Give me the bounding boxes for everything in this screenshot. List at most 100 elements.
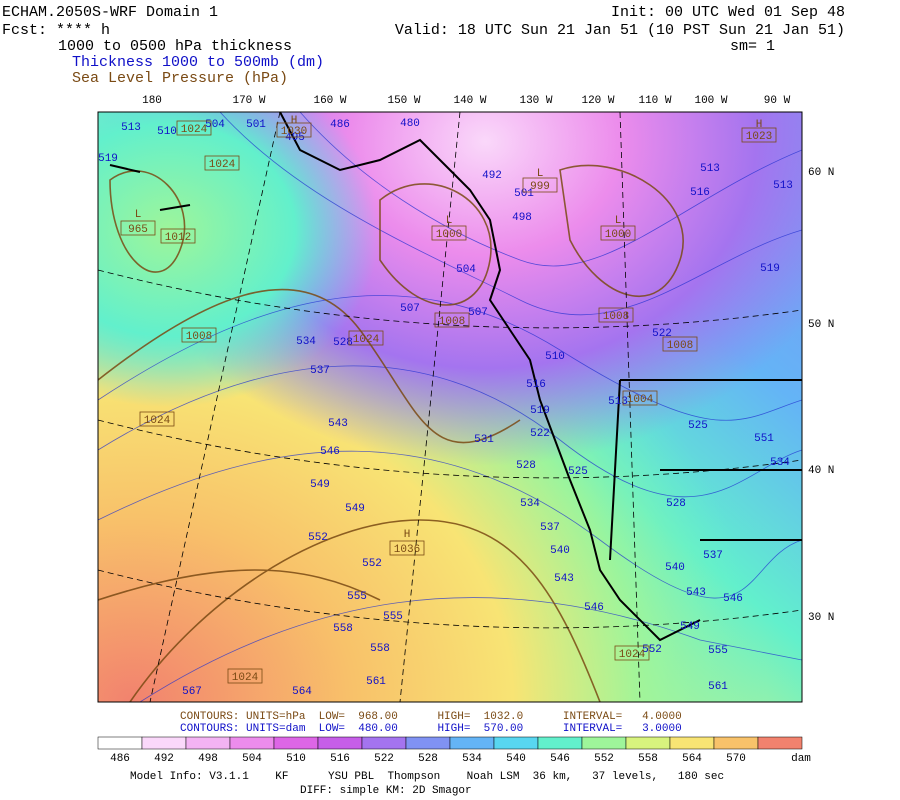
colorbar-swatch xyxy=(317,736,363,750)
longitude-label: 120 W xyxy=(581,95,614,107)
pressure-contour-label: 1000 xyxy=(436,229,462,241)
colorbar-swatch xyxy=(757,736,803,750)
colorbar-swatch xyxy=(97,736,143,750)
longitude-label: 130 W xyxy=(519,95,552,107)
thickness-contour-label: 555 xyxy=(708,645,728,657)
colorbar-label: 498 xyxy=(198,753,218,765)
colorbar-swatch xyxy=(625,736,671,750)
longitude-label: 170 W xyxy=(232,95,265,107)
colorbar-label: 546 xyxy=(550,753,570,765)
slp-legend: Sea Level Pressure (hPa) xyxy=(72,70,288,87)
pressure-contour-label: 1024 xyxy=(353,334,380,346)
colorbar-label: 534 xyxy=(462,753,482,765)
pressure-center: H xyxy=(291,115,298,127)
pressure-contour-label: 1024 xyxy=(181,124,208,136)
thickness-contour-label: 522 xyxy=(652,328,672,340)
pressure-center: L xyxy=(135,209,142,221)
colorbar-label: 516 xyxy=(330,753,350,765)
thickness-contour-label: 519 xyxy=(530,405,550,417)
colorbar-label: 528 xyxy=(418,753,438,765)
colorbar-swatch xyxy=(669,736,715,750)
thickness-contour-label: 558 xyxy=(333,623,353,635)
colorbar-label: 504 xyxy=(242,753,262,765)
pressure-label-box xyxy=(348,330,384,346)
slp-contour-info: CONTOURS: UNITS=hPa LOW= 968.00 HIGH= 10… xyxy=(180,711,682,723)
thickness-contour-label: 486 xyxy=(330,119,350,131)
thickness-contour-label: 537 xyxy=(540,522,560,534)
forecast-hour: Fcst: **** h xyxy=(2,22,110,39)
thickness-contour-label: 549 xyxy=(310,479,330,491)
colorbar-label: 492 xyxy=(154,753,174,765)
pressure-label-box xyxy=(160,228,196,244)
pressure-label-box xyxy=(389,540,425,556)
colorbar-swatch xyxy=(493,736,539,750)
colorbar-label: 552 xyxy=(594,753,614,765)
pressure-label-box xyxy=(741,127,777,143)
pressure-contour-label: 999 xyxy=(530,181,550,193)
pressure-contour-label: 1036 xyxy=(394,544,420,556)
colorbar-label: 486 xyxy=(110,753,130,765)
thickness-legend: Thickness 1000 to 500mb (dm) xyxy=(72,54,324,71)
colorbar-swatch xyxy=(141,736,187,750)
pressure-label-box xyxy=(120,220,156,236)
thickness-contour-label: 534 xyxy=(520,498,540,510)
pressure-center: H xyxy=(756,119,763,131)
colorbar-swatch xyxy=(405,736,451,750)
longitude-label: 140 W xyxy=(453,95,486,107)
thickness-contour-label: 546 xyxy=(584,602,604,614)
thickness-contour-label: 504 xyxy=(205,119,225,131)
thickness-contour-label: 522 xyxy=(530,428,550,440)
pressure-contour-label: 1008 xyxy=(186,331,212,343)
model-info: Model Info: V3.1.1 KF YSU PBL Thompson N… xyxy=(130,771,724,783)
pressure-contour-label: 1000 xyxy=(605,229,631,241)
thickness-contour-label: 549 xyxy=(680,621,700,633)
thickness-contour-label: 513 xyxy=(700,163,720,175)
colorbar-unit: dam xyxy=(791,753,811,765)
thickness-contour-label: 504 xyxy=(456,264,476,276)
thickness-contour-label: 537 xyxy=(703,550,723,562)
pressure-center: L xyxy=(537,168,544,180)
colorbar-swatch xyxy=(361,736,407,750)
pressure-label-box xyxy=(622,390,658,406)
thickness-contour-label: 534 xyxy=(770,457,790,469)
pressure-center: L xyxy=(615,215,622,227)
thickness-contour-label: 561 xyxy=(366,676,386,688)
thickness-contour-label: 513 xyxy=(121,122,141,134)
thickness-contour-label: 501 xyxy=(514,188,534,200)
colorbar-label: 540 xyxy=(506,753,526,765)
pressure-label-box xyxy=(276,122,312,138)
init-time: Init: 00 UTC Wed 01 Sep 48 xyxy=(611,4,845,21)
colorbar-swatch xyxy=(537,736,583,750)
colorbar-label: 564 xyxy=(682,753,702,765)
pressure-label-box xyxy=(227,668,263,684)
pressure-contour-label: 1008 xyxy=(439,316,465,328)
pressure-label-box xyxy=(181,327,217,343)
thickness-contour-label: 516 xyxy=(526,379,546,391)
longitude-label: 160 W xyxy=(313,95,346,107)
pressure-contour-label: 1024 xyxy=(209,159,236,171)
thickness-contour-label: 551 xyxy=(754,433,774,445)
thickness-contour-label: 537 xyxy=(310,365,330,377)
pressure-label-box xyxy=(434,312,470,328)
colorbar-swatch xyxy=(449,736,495,750)
thickness-contour-label: 549 xyxy=(345,503,365,515)
pressure-label-box xyxy=(614,645,650,661)
longitude-label: 90 W xyxy=(764,95,791,107)
thickness-contour-label: 525 xyxy=(568,466,588,478)
thickness-contour-label: 513 xyxy=(773,180,793,192)
colorbar-swatch xyxy=(185,736,231,750)
model-title: ECHAM.2050S-WRF Domain 1 xyxy=(2,4,218,21)
thickness-contour-label: 528 xyxy=(516,460,536,472)
pressure-contour-label: 1030 xyxy=(281,126,307,138)
colorbar-swatch xyxy=(273,736,319,750)
thickness-contour-label: 516 xyxy=(690,187,710,199)
thickness-contour-label: 510 xyxy=(545,351,565,363)
smoothing: sm= 1 xyxy=(730,38,775,55)
longitude-label: 100 W xyxy=(694,95,727,107)
pressure-contour-label: 1024 xyxy=(619,649,646,661)
thickness-contour-label: 555 xyxy=(383,611,403,623)
thickness-contour-label: 543 xyxy=(554,573,574,585)
thickness-contour-label: 525 xyxy=(688,420,708,432)
